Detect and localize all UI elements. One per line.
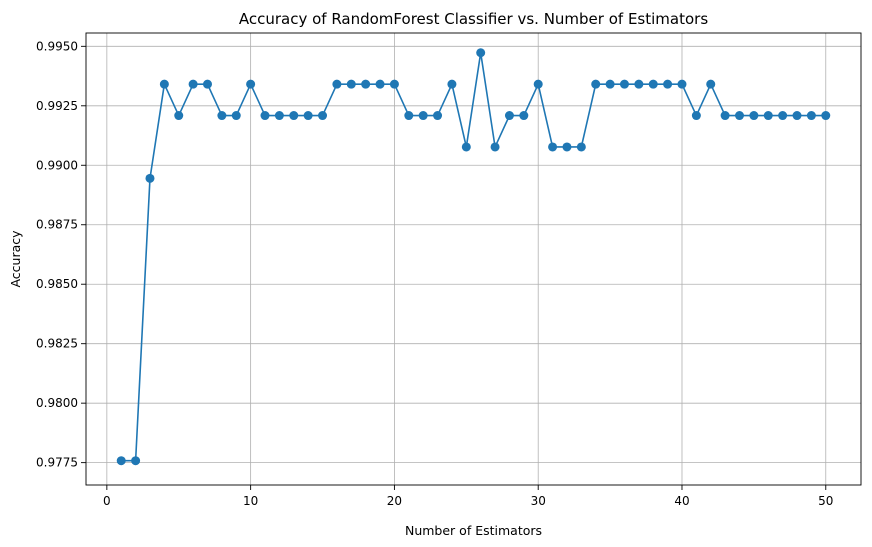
x-tick-label: 40 [674, 494, 689, 508]
y-axis-ticks: 0.9775 0.9800 0.9825 0.9850 0.9875 0.9900 0.99… [36, 39, 86, 470]
data-point [389, 79, 399, 89]
series-layer [116, 48, 831, 466]
data-point [792, 111, 802, 121]
x-tick-label: 20 [387, 494, 402, 508]
x-tick-label: 10 [243, 494, 258, 508]
data-point [418, 111, 428, 121]
data-point [375, 79, 385, 89]
data-point [749, 111, 759, 121]
y-tick-label: 0.9950 [36, 39, 78, 53]
data-point [332, 79, 342, 89]
plot-frame [85, 32, 862, 486]
data-point [476, 48, 486, 58]
x-tick-label: 0 [103, 494, 111, 508]
y-tick-label: 0.9850 [36, 277, 78, 291]
data-point [116, 456, 126, 466]
data-point [619, 79, 629, 89]
data-point [433, 111, 443, 121]
data-point [562, 142, 572, 152]
series-line [121, 51, 826, 462]
data-point [691, 111, 701, 121]
x-tick-label: 50 [818, 494, 833, 508]
x-axis-label: Number of Estimators [405, 523, 542, 538]
x-axis-ticks: 0 10 20 30 40 50 [103, 485, 833, 508]
data-point [246, 79, 256, 89]
data-point [533, 79, 543, 89]
y-tick-label: 0.9800 [36, 396, 78, 410]
data-point [548, 142, 558, 152]
y-tick-label: 0.9925 [36, 99, 78, 113]
y-tick-label: 0.9900 [36, 158, 78, 172]
data-point [763, 111, 773, 121]
data-point [519, 111, 529, 121]
data-point [274, 111, 284, 121]
data-point [663, 79, 673, 89]
data-point [778, 111, 788, 121]
data-point [346, 79, 356, 89]
data-point [677, 79, 687, 89]
x-tick-label: 30 [531, 494, 546, 508]
data-point [605, 79, 615, 89]
y-tick-label: 0.9775 [36, 456, 78, 470]
data-point [159, 79, 169, 89]
data-point [504, 111, 514, 121]
data-point [231, 111, 241, 121]
data-point [131, 456, 141, 466]
data-point [648, 79, 658, 89]
y-axis-label: Accuracy [8, 230, 23, 288]
y-tick-label: 0.9875 [36, 218, 78, 232]
data-point [821, 111, 831, 121]
data-point [806, 111, 816, 121]
data-point [461, 142, 471, 152]
data-point [735, 111, 744, 121]
grid-lines [86, 33, 861, 485]
data-point [174, 111, 184, 121]
data-point [303, 111, 313, 121]
data-point [404, 111, 414, 121]
data-point [260, 111, 270, 121]
chart-title: Accuracy of RandomForest Classifier vs. … [239, 10, 708, 28]
data-point [591, 79, 601, 89]
data-point [289, 111, 299, 121]
data-point [634, 79, 644, 89]
data-point [188, 79, 198, 89]
data-point [318, 111, 328, 121]
data-point [490, 142, 500, 152]
data-point [217, 111, 227, 121]
data-point [706, 79, 716, 89]
data-point [576, 142, 586, 152]
data-point [447, 79, 457, 89]
data-point [203, 79, 212, 89]
y-tick-label: 0.9825 [36, 337, 78, 351]
data-point [361, 79, 371, 89]
data-point [145, 173, 155, 183]
data-point [720, 111, 730, 121]
